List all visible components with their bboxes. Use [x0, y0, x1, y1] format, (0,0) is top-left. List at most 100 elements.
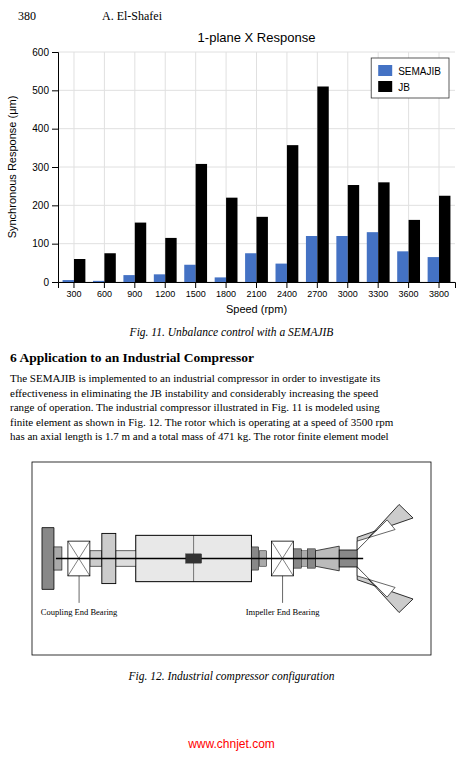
bar — [104, 253, 115, 282]
tick-mark — [347, 282, 348, 288]
tick-mark — [52, 52, 58, 53]
diagram-part — [357, 567, 413, 613]
bar — [135, 223, 146, 282]
tick-mark — [439, 282, 440, 288]
tick-label: 400 — [32, 123, 49, 134]
diagram-part — [357, 504, 413, 550]
tick-mark — [52, 90, 58, 91]
chart-title: 1-plane X Response — [198, 30, 316, 45]
tick-label: 900 — [127, 289, 142, 299]
tick: 200 — [32, 200, 58, 211]
bar — [154, 274, 165, 282]
tick-mark — [52, 129, 58, 130]
tick: 1500 — [186, 282, 206, 299]
legend-item: JB — [378, 81, 410, 93]
diagram-line — [271, 541, 293, 576]
bar — [409, 220, 420, 282]
diagram-part — [186, 554, 202, 563]
figure-caption: Fig. 11. Unbalance control with a SEMAJI… — [129, 326, 334, 339]
tick-label: 500 — [32, 85, 49, 96]
body-line: has an axial length is 1.7 m and a total… — [10, 430, 389, 442]
tick-label: 2700 — [307, 289, 327, 299]
tick: 3000 — [338, 282, 358, 299]
legend-item: SEMAJIB — [378, 65, 441, 77]
tick-label: 300 — [32, 162, 49, 173]
tick-mark — [378, 282, 379, 288]
tick-mark — [52, 167, 58, 168]
tick-label: 2100 — [246, 289, 266, 299]
tick-label: 200 — [32, 200, 49, 211]
diagram-part — [42, 528, 54, 590]
tick-label: 100 — [32, 238, 49, 249]
bar — [196, 164, 207, 282]
y-axis: 0 100 200 300 400 500 600 — [32, 47, 58, 288]
diagram-line — [56, 558, 363, 560]
diagram-part — [357, 567, 395, 597]
bar — [397, 251, 408, 282]
tick-label: 3300 — [368, 289, 388, 299]
bar — [317, 87, 328, 283]
tick-mark — [286, 282, 287, 288]
grid-line — [104, 52, 105, 282]
tick-mark — [408, 282, 409, 288]
tick-label: 300 — [66, 289, 81, 299]
tick: 0 — [43, 277, 58, 288]
tick: 3600 — [399, 282, 419, 299]
tick: 2700 — [307, 282, 327, 299]
tick-label: 3600 — [399, 289, 419, 299]
bar — [428, 257, 439, 282]
bar — [348, 185, 359, 282]
legend: SEMAJIB JB — [371, 58, 449, 98]
tick-label: 3000 — [338, 289, 358, 299]
tick-label: 2400 — [277, 289, 297, 299]
diagram-label: Impeller End Bearing — [246, 607, 320, 617]
body-line: The SEMAJIB is implemented to an industr… — [10, 372, 380, 384]
y-axis-title: Synchronous Response (μm) — [6, 96, 18, 239]
tick-mark — [256, 282, 257, 288]
tick: 900 — [127, 282, 142, 299]
bar — [63, 280, 74, 282]
section-title: 6 Application to an Industrial Compresso… — [10, 350, 254, 365]
tick-label: 600 — [32, 47, 49, 58]
bar — [336, 236, 347, 282]
tick-label: 1500 — [186, 289, 206, 299]
tick-label: 1800 — [216, 289, 236, 299]
tick-mark — [317, 282, 318, 288]
bar — [257, 217, 268, 282]
bar — [93, 281, 104, 282]
tick: 1800 — [216, 282, 236, 299]
legend-label: SEMAJIB — [398, 66, 441, 77]
tick: 3300 — [368, 282, 388, 299]
tick: 600 — [32, 47, 58, 58]
legend-swatch — [378, 81, 392, 92]
legend-label: JB — [398, 82, 410, 93]
body-line: range of operation. The industrial compr… — [10, 401, 380, 413]
diagram-line — [271, 541, 293, 576]
grid — [58, 52, 455, 282]
bar — [276, 264, 287, 282]
tick: 300 — [66, 282, 81, 299]
body-text: The SEMAJIB is implemented to an industr… — [10, 372, 394, 442]
watermark: www.chnjet.com — [187, 737, 275, 751]
tick-label: 0 — [43, 277, 49, 288]
tick-label: 600 — [97, 289, 112, 299]
tick-label: 3800 — [429, 289, 449, 299]
tick: 2400 — [277, 282, 297, 299]
diagram-line — [282, 576, 283, 603]
figure-caption: Fig. 12. Industrial compressor configura… — [128, 670, 335, 683]
bar — [378, 182, 389, 282]
chart: 3006009001200150018002100240027003000330… — [6, 30, 456, 315]
bar — [74, 259, 85, 282]
diagram: Coupling End Bearing Impeller End Bearing — [32, 462, 431, 655]
page: 380A. El-Shafei3006009001200150018002100… — [0, 0, 463, 776]
diagram-part — [357, 520, 395, 550]
diagram-label: Coupling End Bearing — [41, 607, 118, 617]
x-axis-title: Speed (rpm) — [226, 303, 287, 315]
tick-mark — [226, 282, 227, 288]
diagram-line — [79, 576, 80, 603]
bar — [245, 253, 256, 282]
tick: 400 — [32, 123, 58, 134]
bar — [165, 238, 176, 282]
bar — [367, 232, 378, 282]
bar-series — [74, 87, 450, 283]
